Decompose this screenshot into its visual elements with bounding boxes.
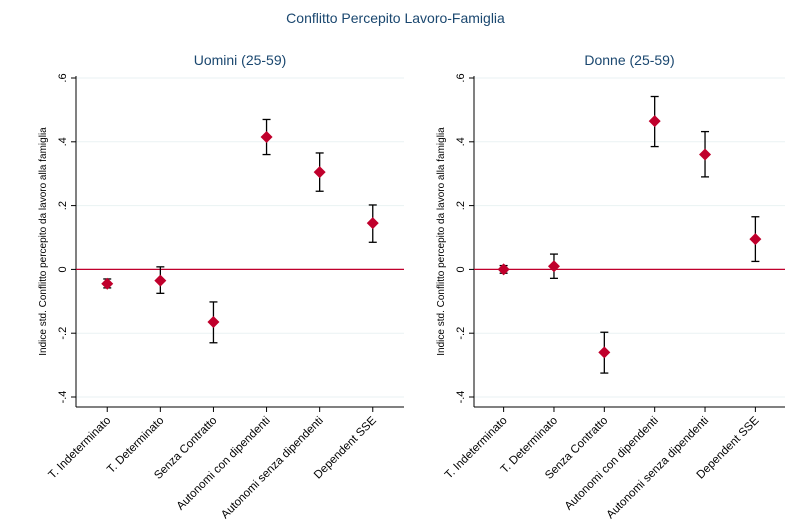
figure-title: Conflitto Percepito Lavoro-Famiglia (286, 10, 505, 26)
data-point-marker (313, 166, 326, 179)
y-tick-label: -.2 (455, 327, 467, 340)
chart-panel-0: Uomini (25-59) -.4 -.2 0 .2 .4 .6 Indice std. C… (38, 52, 404, 521)
panel-title: Uomini (25-59) (194, 52, 287, 68)
data-point-marker (497, 263, 510, 276)
x-tick-label: Autonomi con dipendenti (563, 415, 661, 513)
y-tick-label: .6 (455, 73, 467, 82)
y-tick-label: 0 (57, 266, 69, 272)
data-point-marker (101, 277, 114, 290)
data-point-marker (648, 115, 661, 128)
data-point-marker (154, 274, 167, 287)
data-point-marker (699, 148, 712, 161)
y-tick-label: -.4 (455, 391, 467, 404)
y-tick-label: .6 (57, 73, 69, 82)
x-tick-label: T. Determinato (105, 415, 166, 476)
data-point-marker (207, 316, 220, 329)
data-point-marker (260, 131, 273, 144)
x-tick-label: Autonomi senza dipendenti (605, 415, 712, 522)
y-axis-title: Indice std. Conflitto percepito da lavor… (38, 127, 49, 356)
x-tick-label: T. Indeterminato (47, 415, 114, 482)
data-point-marker (749, 233, 762, 246)
chart-panel-1: Donne (25-59) -.4 -.2 0 .2 .4 .6 Indice std. Co… (436, 52, 785, 521)
y-tick-label: 0 (455, 266, 467, 272)
y-tick-label: -.4 (57, 391, 69, 404)
y-tick-label: .4 (455, 137, 467, 146)
x-tick-label: Autonomi con dipendenti (175, 415, 273, 513)
y-tick-label: .2 (455, 201, 467, 210)
panel-title: Donne (25-59) (584, 52, 674, 68)
data-point-marker (366, 217, 379, 230)
y-tick-label: -.2 (57, 327, 69, 340)
x-tick-label: Autonomi senza dipendenti (219, 415, 326, 522)
y-tick-label: .2 (57, 201, 69, 210)
y-axis-title: Indice std. Conflitto percepito da lavor… (436, 127, 447, 356)
data-point-marker (598, 346, 611, 359)
x-tick-label: T. Indeterminato (443, 415, 510, 482)
data-point-marker (547, 260, 560, 273)
y-tick-label: .4 (57, 137, 69, 146)
